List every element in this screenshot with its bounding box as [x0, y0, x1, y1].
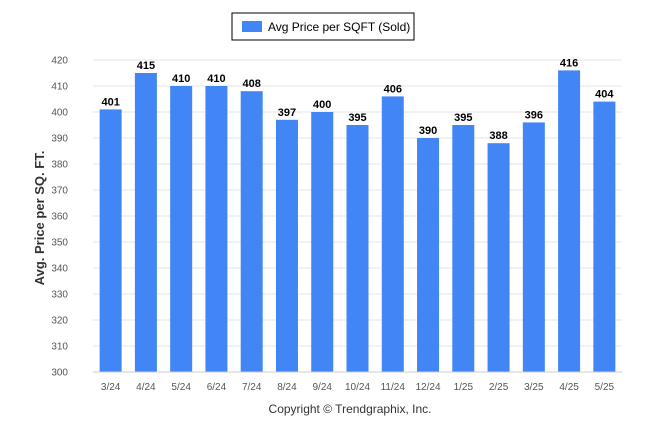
- x-tick-label: 10/24: [345, 382, 370, 393]
- bar: [381, 96, 404, 373]
- data-label: 406: [384, 83, 402, 95]
- x-tick-label: 5/24: [171, 382, 191, 393]
- bar: [558, 70, 581, 373]
- bar: [487, 143, 510, 372]
- y-tick-label: 390: [51, 134, 68, 145]
- y-tick-label: 380: [51, 160, 68, 171]
- bar: [99, 109, 122, 373]
- data-label: 390: [419, 125, 437, 137]
- bars: 401 415 410 410 408 397 400 395 406 390 395 388 396 4…: [99, 57, 616, 373]
- x-tick-label: 4/25: [559, 382, 579, 393]
- x-tick-label: 3/24: [101, 382, 121, 393]
- data-label: 415: [137, 60, 155, 72]
- data-label: 410: [172, 73, 190, 85]
- x-tick-label: 12/24: [416, 382, 441, 393]
- legend: Avg Price per SQFT (Sold): [231, 12, 415, 41]
- y-tick-label: 320: [51, 316, 68, 327]
- y-tick-label: 330: [51, 290, 68, 301]
- bar: [134, 73, 157, 372]
- x-tick-label: 8/24: [277, 382, 297, 393]
- data-label: 416: [560, 57, 578, 69]
- y-tick-label: 300: [51, 368, 68, 379]
- y-tick-label: 340: [51, 264, 68, 275]
- data-label: 396: [525, 109, 543, 121]
- data-label: 401: [101, 96, 119, 108]
- x-tick-label: 5/25: [595, 382, 615, 393]
- x-tick-label: 7/24: [242, 382, 262, 393]
- data-label: 395: [348, 112, 366, 124]
- bar: [346, 125, 369, 372]
- y-tick-label: 410: [51, 82, 68, 93]
- bar: [240, 91, 263, 372]
- legend-label: Avg Price per SQFT (Sold): [268, 20, 410, 34]
- x-tick-label: 3/25: [524, 382, 544, 393]
- data-label: 408: [243, 78, 261, 90]
- x-tick-label: 6/24: [207, 382, 227, 393]
- y-tick-label: 420: [51, 56, 68, 67]
- y-tick-label: 370: [51, 186, 68, 197]
- y-axis-ticks: 300 310 320 330 340 350 360 370 380 390 400 410 420: [51, 56, 68, 379]
- bar: [522, 122, 545, 373]
- bar: [275, 119, 298, 372]
- y-axis-title: Avg. Price per SQ. FT.: [32, 151, 47, 286]
- y-tick-label: 400: [51, 108, 68, 119]
- bar: [311, 112, 334, 372]
- bar: [417, 138, 440, 372]
- x-axis-ticks: 3/24 4/24 5/24 6/24 7/24 8/24 9/24 10/24 11/24 12…: [93, 371, 622, 393]
- data-label: 395: [454, 112, 472, 124]
- y-tick-label: 360: [51, 212, 68, 223]
- y-tick-label: 350: [51, 238, 68, 249]
- bar: [452, 125, 475, 372]
- bar: [170, 86, 193, 372]
- y-tick-label: 310: [51, 342, 68, 353]
- data-label: 404: [595, 89, 614, 101]
- x-tick-label: 9/24: [312, 382, 332, 393]
- data-label: 397: [278, 107, 296, 119]
- legend-box: [231, 12, 415, 41]
- data-label: 410: [207, 73, 225, 85]
- data-label: 400: [313, 99, 331, 111]
- bar: [205, 86, 228, 372]
- data-label: 388: [489, 130, 507, 142]
- bar: [593, 101, 616, 372]
- x-tick-label: 4/24: [136, 382, 156, 393]
- x-tick-label: 1/25: [454, 382, 474, 393]
- x-tick-label: 2/25: [489, 382, 509, 393]
- legend-swatch: [242, 21, 262, 32]
- copyright-text: Copyright © Trendgraphix, Inc.: [269, 402, 432, 416]
- x-tick-label: 11/24: [381, 382, 406, 393]
